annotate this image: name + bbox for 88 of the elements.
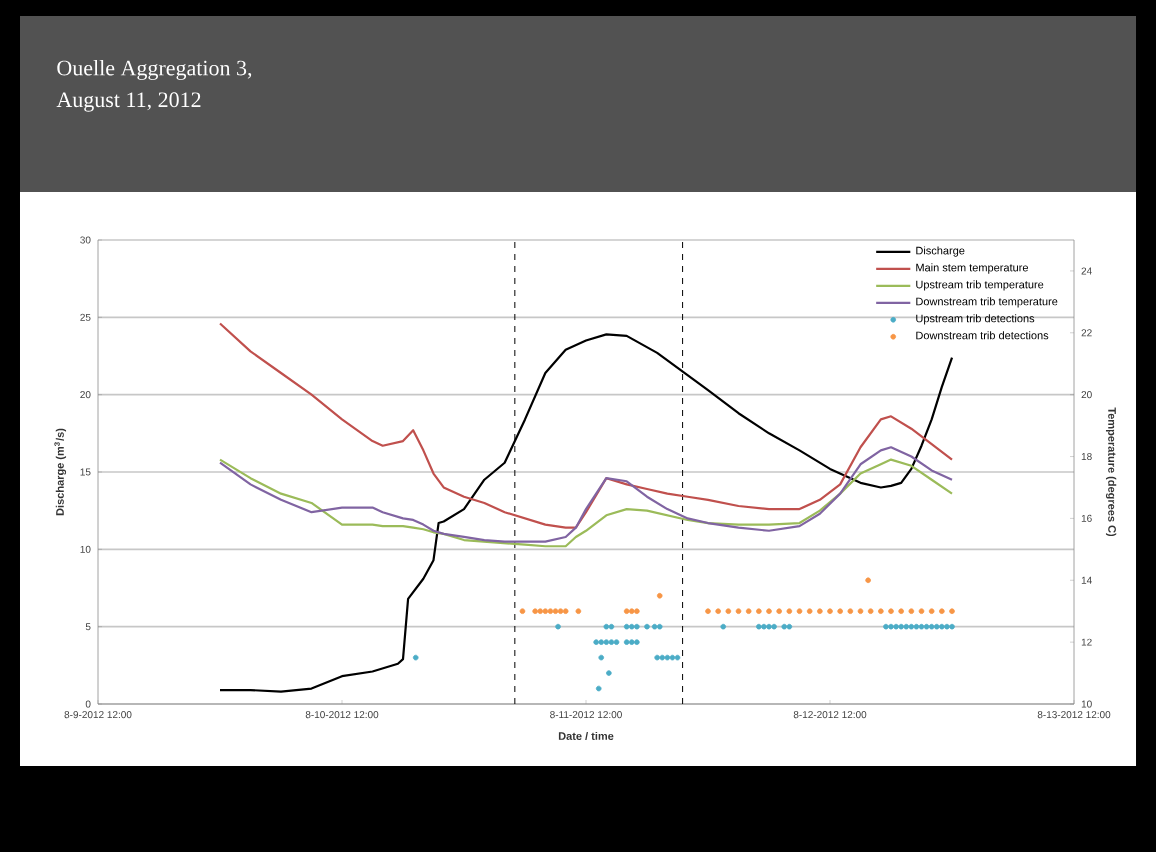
- point: [745, 608, 752, 614]
- point: [532, 608, 538, 614]
- point: [608, 639, 615, 645]
- point: [908, 608, 915, 614]
- point: [628, 608, 635, 614]
- point: [776, 608, 782, 614]
- point: [598, 639, 605, 645]
- point: [547, 608, 554, 614]
- point: [674, 654, 681, 661]
- point: [606, 670, 612, 676]
- point: [756, 608, 762, 614]
- point: [781, 623, 788, 630]
- point: [847, 608, 854, 614]
- point: [537, 608, 544, 614]
- point: [598, 654, 605, 661]
- point: [552, 608, 559, 614]
- point: [656, 592, 663, 599]
- point: [623, 608, 630, 614]
- point: [918, 608, 925, 614]
- point: [786, 623, 793, 630]
- point: [949, 623, 955, 630]
- point: [634, 623, 640, 630]
- point: [918, 623, 925, 630]
- point: [656, 623, 663, 630]
- point: [623, 623, 630, 630]
- point: [878, 608, 884, 614]
- point: [715, 608, 721, 614]
- point: [928, 608, 935, 614]
- point: [608, 623, 615, 630]
- point: [888, 623, 894, 630]
- point: [628, 639, 635, 645]
- point: [857, 608, 864, 614]
- point: [557, 608, 564, 614]
- point: [412, 654, 419, 661]
- point: [771, 623, 777, 630]
- point: [659, 654, 666, 661]
- point: [908, 623, 915, 630]
- point: [603, 639, 610, 645]
- point: [575, 608, 582, 614]
- point: [867, 608, 874, 614]
- point: [806, 608, 813, 614]
- point: [595, 685, 602, 692]
- point: [944, 623, 950, 630]
- point: [644, 623, 650, 630]
- point: [735, 608, 742, 614]
- point: [725, 608, 732, 614]
- point: [761, 623, 767, 630]
- point: [933, 623, 940, 630]
- point: [786, 608, 793, 614]
- point: [613, 639, 620, 645]
- chart-title: Ouelle Aggregation 3,: [57, 60, 252, 80]
- point: [542, 608, 549, 614]
- point: [664, 654, 671, 661]
- point: [766, 623, 772, 630]
- point: [555, 623, 561, 630]
- point: [651, 623, 658, 630]
- point: [893, 623, 899, 630]
- point: [628, 623, 635, 630]
- point: [923, 623, 930, 630]
- point: [705, 608, 711, 614]
- point: [669, 654, 676, 661]
- point: [623, 639, 630, 645]
- point: [837, 608, 843, 614]
- point: [939, 608, 945, 614]
- point: [603, 623, 610, 630]
- point: [766, 608, 772, 614]
- point: [634, 639, 640, 645]
- point: [519, 608, 526, 614]
- point: [928, 623, 935, 630]
- point: [883, 623, 889, 630]
- point: [903, 623, 910, 630]
- point: [898, 623, 904, 630]
- point: [913, 623, 920, 630]
- point: [949, 608, 955, 614]
- chart-subtitle: August 11, 2012: [56, 92, 201, 112]
- point: [654, 654, 660, 661]
- point: [888, 608, 894, 614]
- point: [898, 608, 904, 614]
- point: [634, 608, 640, 614]
- point: [827, 608, 833, 614]
- point: [593, 639, 599, 645]
- point: [865, 577, 871, 584]
- point: [796, 608, 803, 614]
- point: [939, 623, 945, 630]
- point: [720, 623, 727, 630]
- point: [817, 608, 823, 614]
- point: [562, 608, 569, 614]
- point: [756, 623, 762, 630]
